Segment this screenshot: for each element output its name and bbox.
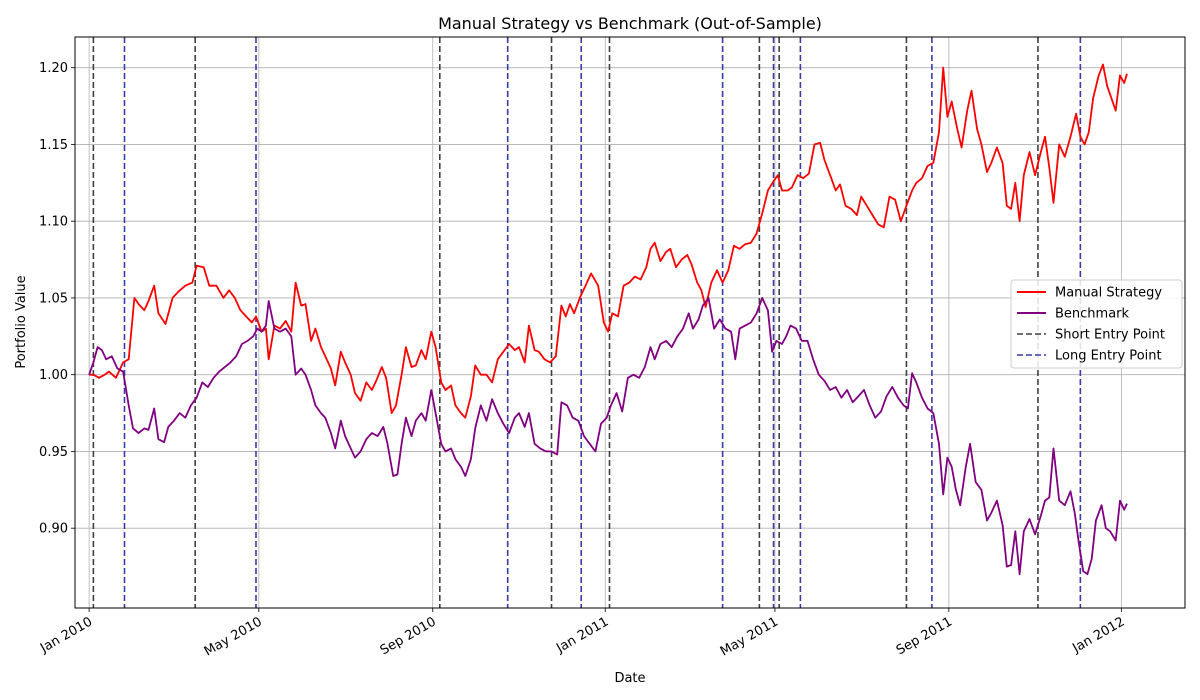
short-entry-point-lines [92, 37, 1039, 608]
y-tick-label: 0.95 [39, 445, 68, 460]
series-lines [88, 63, 1128, 576]
legend-label: Benchmark [1055, 307, 1130, 322]
legend-label: Short Entry Point [1055, 328, 1165, 343]
y-axis-ticks: 0.90 0.95 1.00 1.05 1.10 1.15 1.20 [39, 61, 75, 537]
grid [75, 37, 1185, 608]
plot-frame [74, 36, 1186, 609]
legend-label: Long Entry Point [1055, 349, 1162, 364]
benchmark-line [88, 296, 1128, 576]
y-tick-label: 1.15 [39, 138, 68, 153]
y-tick-label: 0.90 [39, 522, 68, 537]
legend-box [1010, 279, 1183, 369]
manual-strategy-line [89, 63, 1128, 419]
y-tick-label: 1.00 [39, 368, 68, 383]
y-tick-label: 1.05 [39, 291, 68, 306]
y-tick-label: 1.20 [39, 61, 68, 76]
legend-label: Manual Strategy [1055, 286, 1162, 301]
chart-title: Manual Strategy vs Benchmark (Out-of-Sam… [438, 14, 822, 33]
y-axis-label: Portfolio Value [14, 275, 29, 368]
y-tick-label: 1.10 [39, 215, 68, 230]
legend: Manual Strategy Benchmark Short Entry Poin… [1010, 279, 1183, 369]
x-axis-label: Date [614, 671, 645, 686]
